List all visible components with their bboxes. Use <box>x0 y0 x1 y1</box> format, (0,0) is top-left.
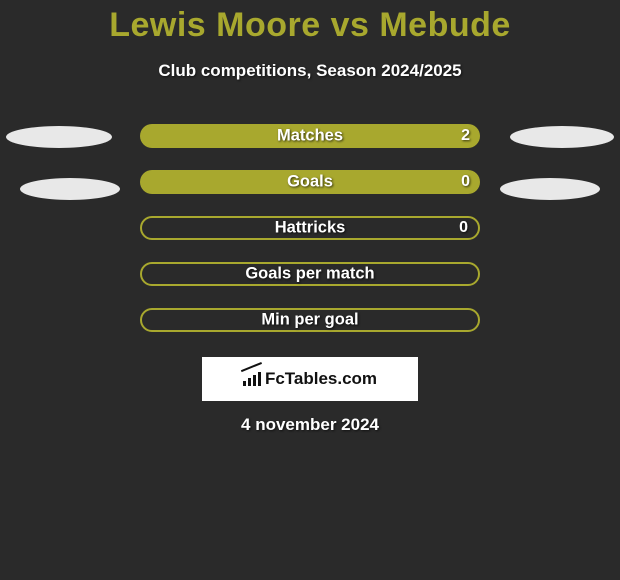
source-text: FcTables.com <box>243 369 377 389</box>
source-name: FcTables.com <box>265 369 377 389</box>
stat-value: 0 <box>461 173 470 191</box>
update-date: 4 november 2024 <box>0 415 620 435</box>
stat-row-goals: Goals 0 <box>0 159 620 205</box>
stat-label: Goals <box>140 173 480 192</box>
stats-bars: Matches 2 Goals 0 Hattricks 0 Goals per … <box>0 113 620 343</box>
stat-value: 0 <box>459 219 468 237</box>
stat-row-min-per-goal: Min per goal <box>0 297 620 343</box>
stat-row-matches: Matches 2 <box>0 113 620 159</box>
stat-row-goals-per-match: Goals per match <box>0 251 620 297</box>
stat-bar: Goals 0 <box>140 170 480 194</box>
stat-bar: Matches 2 <box>140 124 480 148</box>
stat-bar: Goals per match <box>140 262 480 286</box>
barchart-icon <box>243 372 261 386</box>
stat-value: 2 <box>461 127 470 145</box>
stat-bar: Hattricks 0 <box>140 216 480 240</box>
stat-bar: Min per goal <box>140 308 480 332</box>
page-title: Lewis Moore vs Mebude <box>0 0 620 45</box>
source-badge[interactable]: FcTables.com <box>202 357 418 401</box>
stat-row-hattricks: Hattricks 0 <box>0 205 620 251</box>
stat-label: Goals per match <box>142 265 478 284</box>
page-subtitle: Club competitions, Season 2024/2025 <box>0 61 620 81</box>
stat-label: Min per goal <box>142 311 478 330</box>
stat-label: Hattricks <box>142 219 478 238</box>
stat-label: Matches <box>140 127 480 146</box>
